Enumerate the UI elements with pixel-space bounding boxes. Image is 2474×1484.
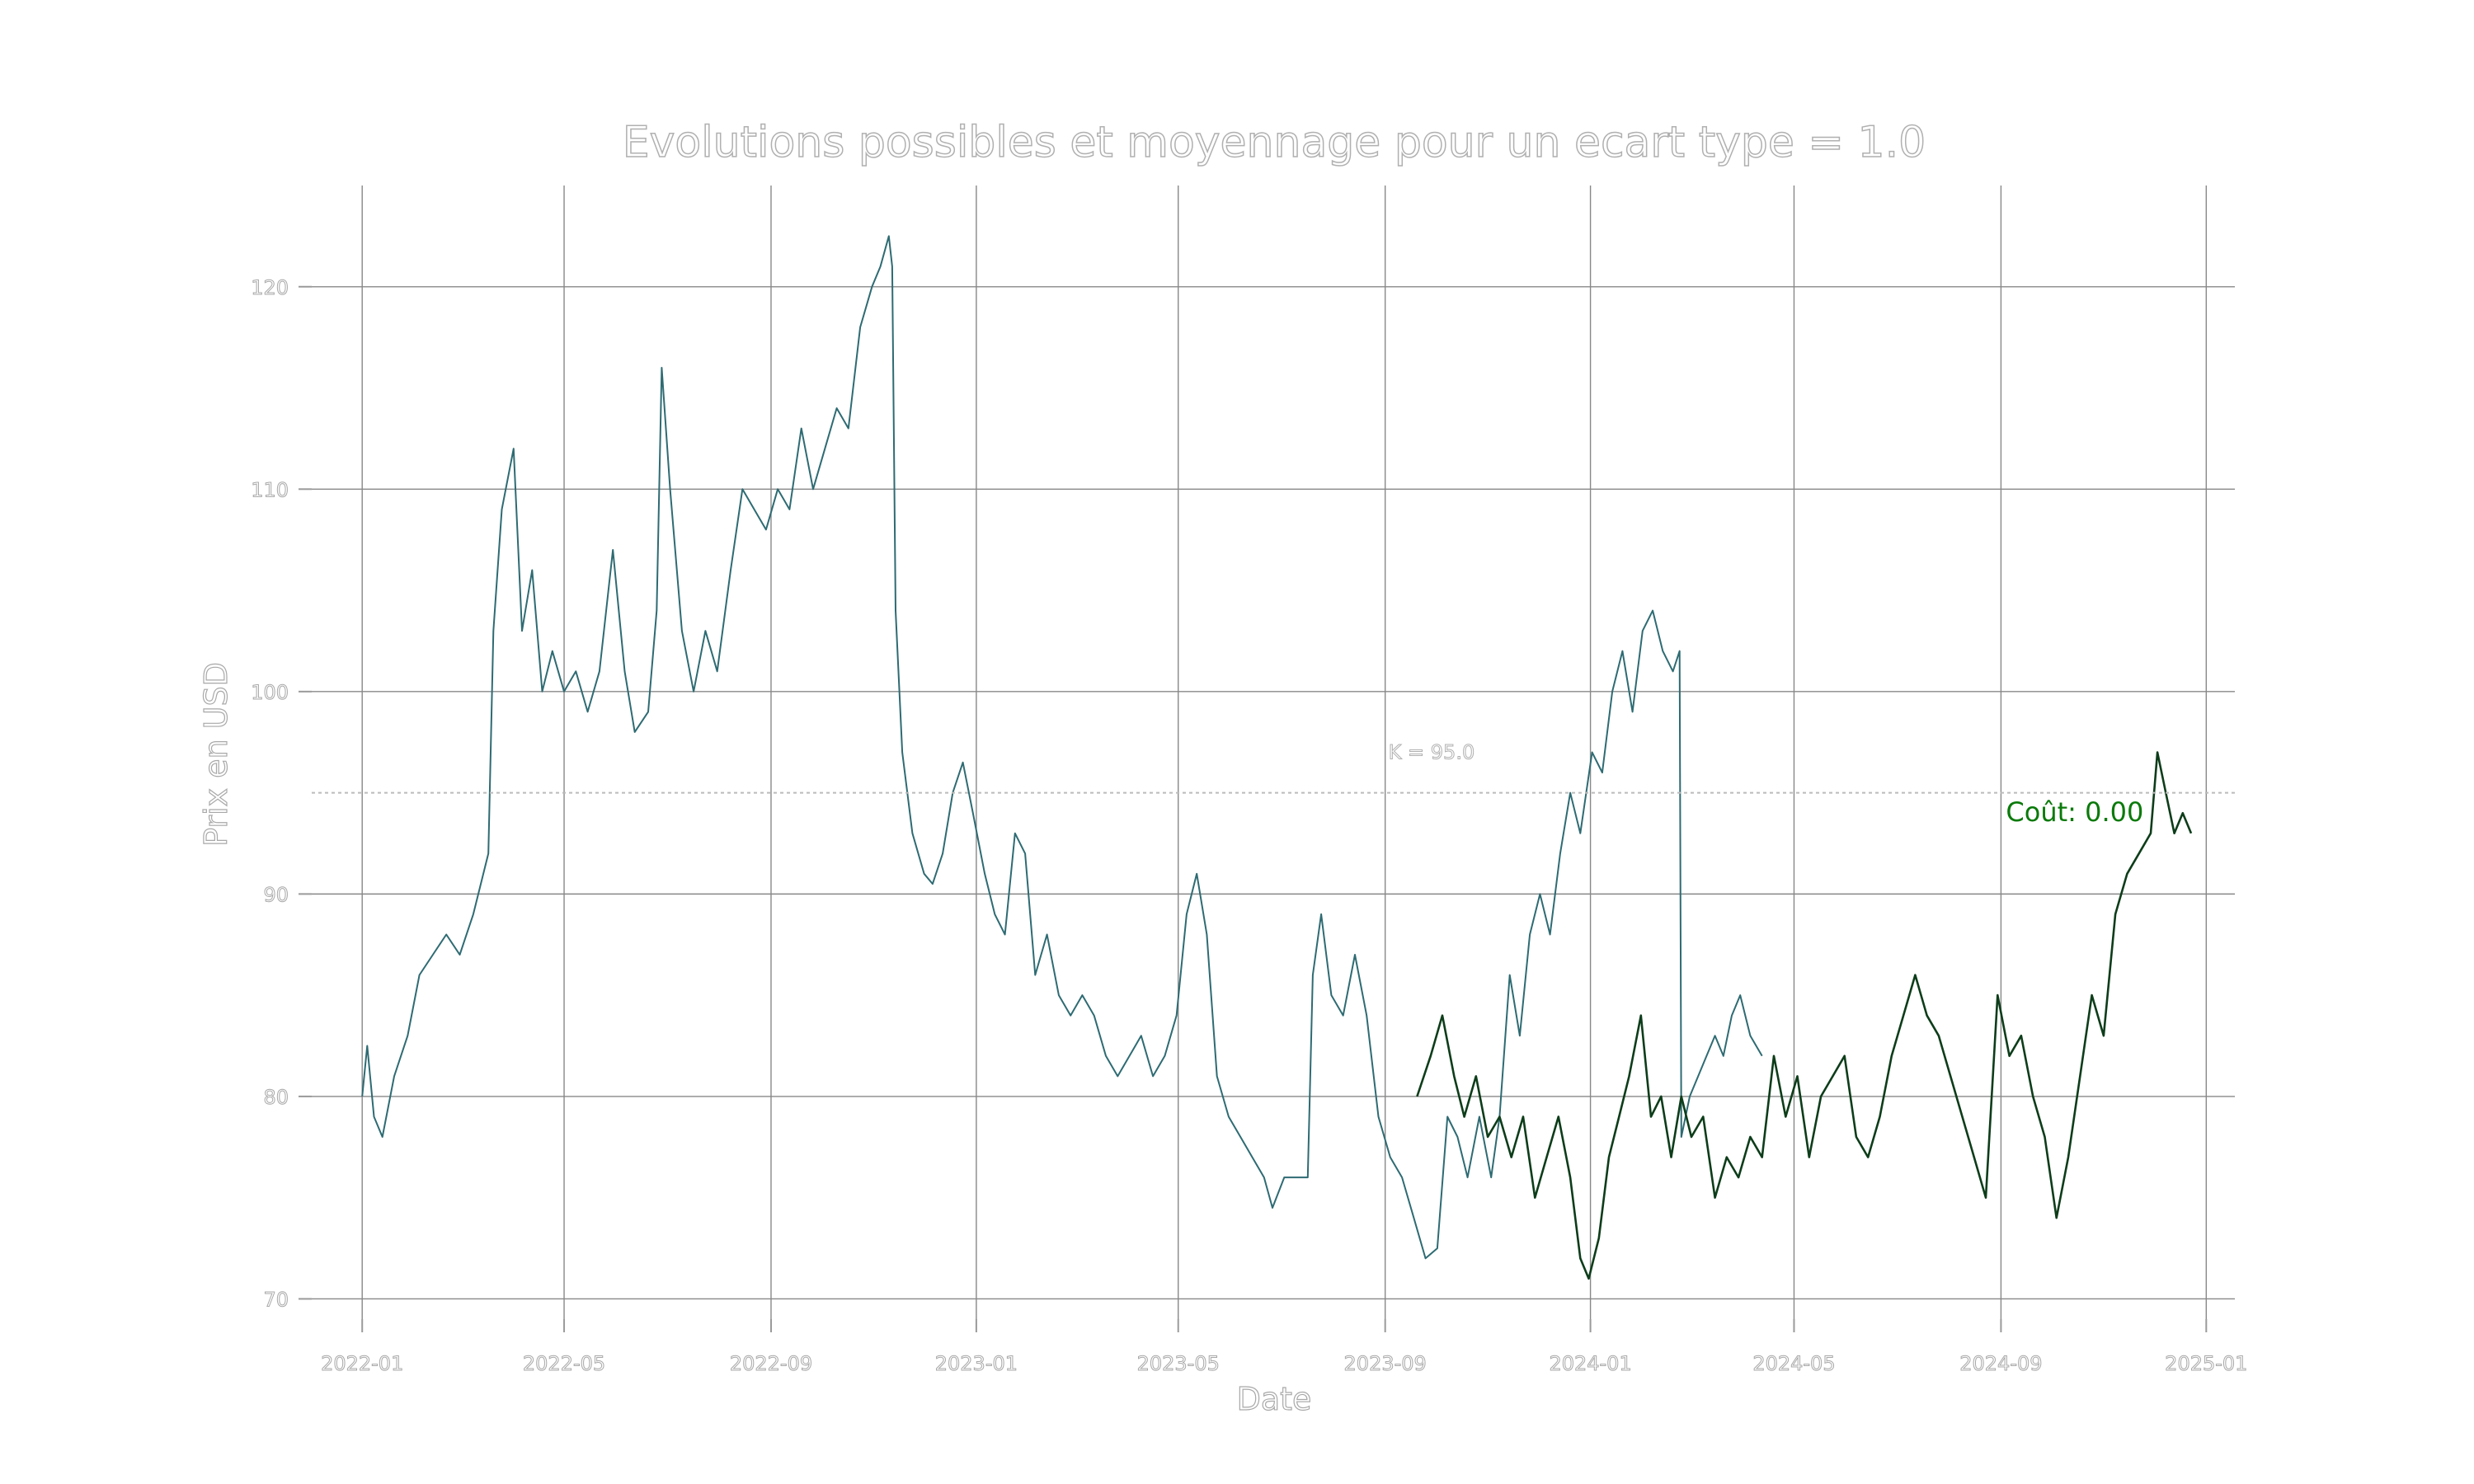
y-tick-label: 110 bbox=[251, 478, 289, 501]
x-tick-label: 2022-01 bbox=[321, 1352, 403, 1375]
cost-annotation: Coût: 0.00 bbox=[2006, 796, 2143, 828]
strike-label: K = 95.0 bbox=[1389, 741, 1475, 764]
x-tick-label: 2022-09 bbox=[730, 1352, 812, 1375]
y-tick-label: 100 bbox=[251, 681, 289, 704]
x-tick-label: 2024-01 bbox=[1549, 1352, 1631, 1375]
chart-title: Evolutions possibles et moyennage pour u… bbox=[623, 118, 1926, 167]
series-lines bbox=[361, 235, 2193, 1280]
x-tick-label: 2024-05 bbox=[1752, 1352, 1835, 1375]
grid bbox=[312, 186, 2235, 1319]
x-tick-label: 2022-05 bbox=[523, 1352, 605, 1375]
y-axis-label: Prix en USD bbox=[198, 662, 234, 847]
chart-extras: K = 95.0 Coût: 0.00 bbox=[312, 740, 2235, 828]
x-tick-label: 2025-01 bbox=[2165, 1352, 2247, 1375]
x-tick-label: 2023-05 bbox=[1137, 1352, 1220, 1375]
y-tick-label: 90 bbox=[263, 883, 289, 906]
x-tick-label: 2024-09 bbox=[1959, 1352, 2042, 1375]
y-tick-label: 70 bbox=[263, 1288, 289, 1311]
y-tick-label: 120 bbox=[251, 276, 289, 299]
axes: 70 80 90 100 110 120 2022-01 2022-05 2022-09 2023… bbox=[251, 275, 2248, 1375]
series-line-1 bbox=[361, 235, 1763, 1260]
y-tick-label: 80 bbox=[263, 1086, 289, 1109]
x-tick-label: 2023-09 bbox=[1344, 1352, 1427, 1375]
x-tick-label: 2023-01 bbox=[935, 1352, 1018, 1375]
series-line-2 bbox=[1416, 751, 2193, 1280]
x-axis-label: Date bbox=[1237, 1381, 1312, 1417]
